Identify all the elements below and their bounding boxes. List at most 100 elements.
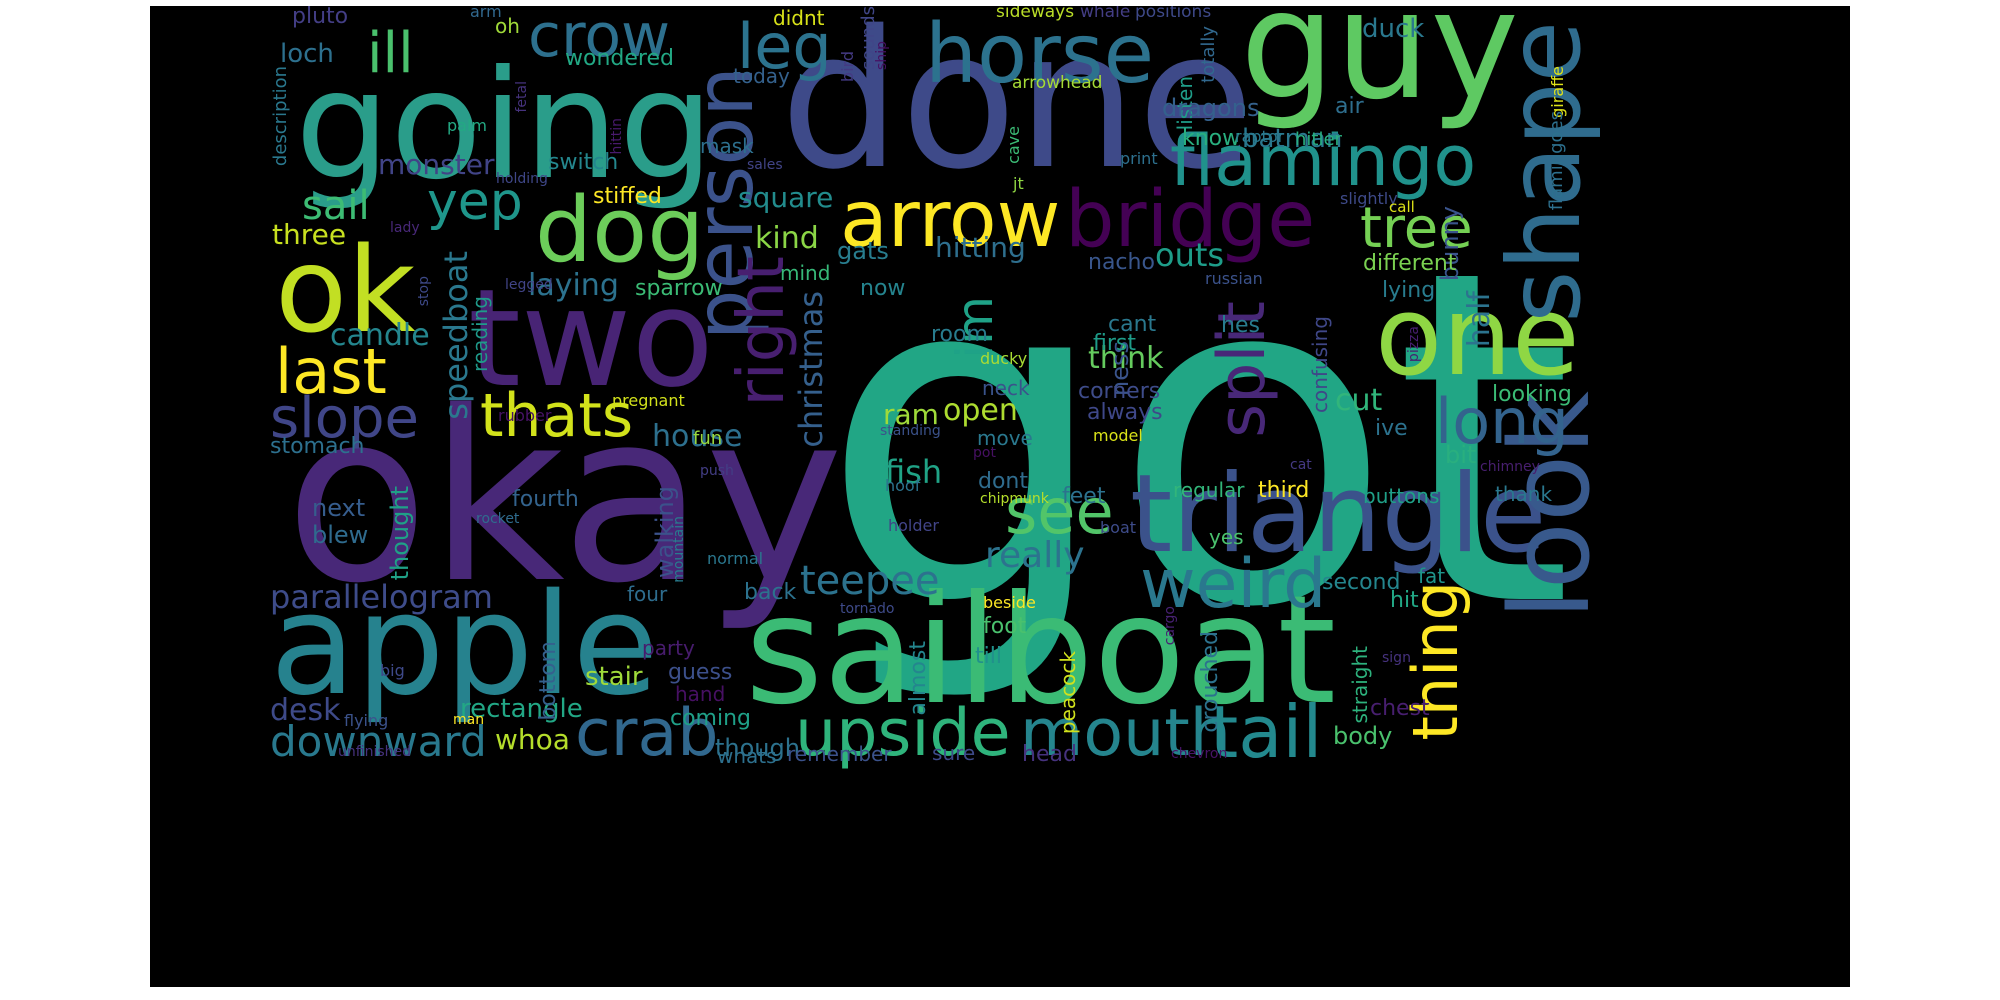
- word-sailboat: sailboat: [745, 564, 1337, 738]
- word-flamingo: flamingo: [1170, 120, 1477, 202]
- word-rectangle: rectangle: [460, 694, 583, 724]
- word-think: think: [1088, 341, 1164, 376]
- word-horse: horse: [925, 7, 1155, 102]
- word-though: though: [715, 734, 800, 762]
- word-ducky: ducky: [980, 349, 1028, 368]
- word-third: third: [1258, 478, 1310, 503]
- word-candle: candle: [330, 318, 430, 353]
- word-boat: boat: [1100, 518, 1137, 537]
- word-didnt: didnt: [773, 6, 825, 30]
- word-two: two: [468, 260, 714, 417]
- word-batman: batman: [1242, 124, 1343, 154]
- word-flamingoes: flamingoes: [1546, 111, 1567, 211]
- word-kind: kind: [755, 221, 819, 256]
- word-house: house: [652, 419, 743, 454]
- word-totally: totally: [1198, 26, 1219, 83]
- word-gats: gats: [837, 237, 889, 265]
- word-shape: shape: [1486, 21, 1603, 323]
- word-dont: dont: [978, 469, 1028, 494]
- word-got: got: [820, 173, 1574, 708]
- word-monster: monster: [378, 148, 495, 181]
- word-thats: thats: [480, 381, 634, 451]
- word-normal: normal: [707, 549, 764, 568]
- word-stiffed: stiffed: [593, 184, 662, 209]
- word-pizza: pizza: [1406, 326, 1422, 363]
- word-long: long: [1435, 385, 1569, 458]
- word-see: see: [1005, 475, 1114, 548]
- word-hes: hes: [1221, 313, 1260, 338]
- word-chevron: chevron: [1171, 746, 1228, 762]
- word-yes: yes: [1209, 525, 1244, 549]
- word-second: second: [1322, 570, 1401, 595]
- word-rocket: rocket: [476, 511, 520, 527]
- word-cut: cut: [1335, 383, 1383, 418]
- word-stop: stop: [416, 276, 432, 307]
- word-party: party: [642, 636, 695, 660]
- word-head: head: [1022, 742, 1077, 767]
- word-dragons: dragons: [1162, 94, 1260, 122]
- word-thank: thank: [1495, 482, 1553, 506]
- word-push: push: [700, 463, 734, 479]
- word-crouched: crouched: [1198, 631, 1223, 733]
- word-open: open: [943, 393, 1018, 428]
- word-bottom: bottom: [536, 641, 561, 721]
- word-christmas: christmas: [792, 291, 830, 448]
- word-switch: switch: [548, 150, 619, 175]
- word-hit: hit: [1390, 588, 1419, 613]
- word-model: model: [1093, 426, 1143, 445]
- word-bit: bit: [1445, 441, 1477, 469]
- word-next: next: [312, 494, 366, 522]
- word-lady: lady: [390, 220, 420, 236]
- word-wondered: wondered: [565, 46, 674, 71]
- word-three: three: [272, 218, 347, 251]
- word-okay: okay: [285, 362, 844, 635]
- word-guess: guess: [668, 660, 733, 685]
- word-done: done: [780, 6, 1255, 211]
- word-know: know: [1182, 126, 1241, 151]
- wordcloud-canvas: got okay done guy going sailboat apple two ok tri…: [150, 6, 1850, 987]
- word-cave: cave: [1004, 126, 1023, 164]
- word-duck: duck: [1362, 14, 1425, 44]
- word-stomach: stomach: [270, 434, 365, 459]
- word-pot: pot: [973, 445, 996, 461]
- word-regular: regular: [1173, 478, 1245, 502]
- word-sales: sales: [747, 157, 783, 173]
- word-triangle: triangle: [1130, 452, 1547, 577]
- word-mountain: mountain: [671, 516, 687, 583]
- word-square: square: [738, 181, 834, 214]
- word-pregnant: pregnant: [612, 391, 685, 410]
- word-last: last: [275, 335, 387, 408]
- word-sparrow: sparrow: [635, 276, 723, 301]
- word-chimney: chimney: [1480, 459, 1540, 475]
- word-cant: cant: [1108, 312, 1157, 337]
- word-neck: neck: [982, 376, 1030, 400]
- word-slope: slope: [270, 386, 419, 451]
- word-beside: beside: [983, 593, 1036, 612]
- word-bridge: bridge: [1065, 175, 1316, 265]
- word-jt: jt: [1013, 174, 1024, 193]
- word-yep: yep: [427, 172, 523, 232]
- word-stair: stair: [585, 662, 643, 692]
- word-going: going: [295, 39, 714, 213]
- word-today: today: [733, 64, 790, 88]
- word-hitting: hitting: [935, 231, 1026, 264]
- word-back: back: [744, 580, 797, 605]
- word-pluto: pluto: [292, 6, 349, 29]
- word-almost: almost: [906, 641, 931, 716]
- word-cargo: cargo: [1162, 606, 1178, 646]
- word-hand: hand: [675, 682, 726, 706]
- word-whats: whats: [717, 744, 777, 768]
- word-legged: legged: [505, 277, 553, 293]
- word-raptor: raptor: [1235, 127, 1285, 146]
- word-tornado: tornado: [840, 601, 895, 617]
- word-man: man: [453, 712, 485, 728]
- word-sideways: sideways: [996, 6, 1075, 22]
- word-now: now: [860, 276, 906, 301]
- word-dog: dog: [535, 178, 705, 283]
- word-mind: mind: [780, 261, 831, 285]
- word-lying: lying: [1382, 278, 1436, 303]
- word-call: call: [1389, 198, 1415, 216]
- word-fat: fat: [1418, 564, 1446, 588]
- word-arrow: arrow: [840, 175, 1061, 265]
- word-outs: outs: [1155, 236, 1225, 274]
